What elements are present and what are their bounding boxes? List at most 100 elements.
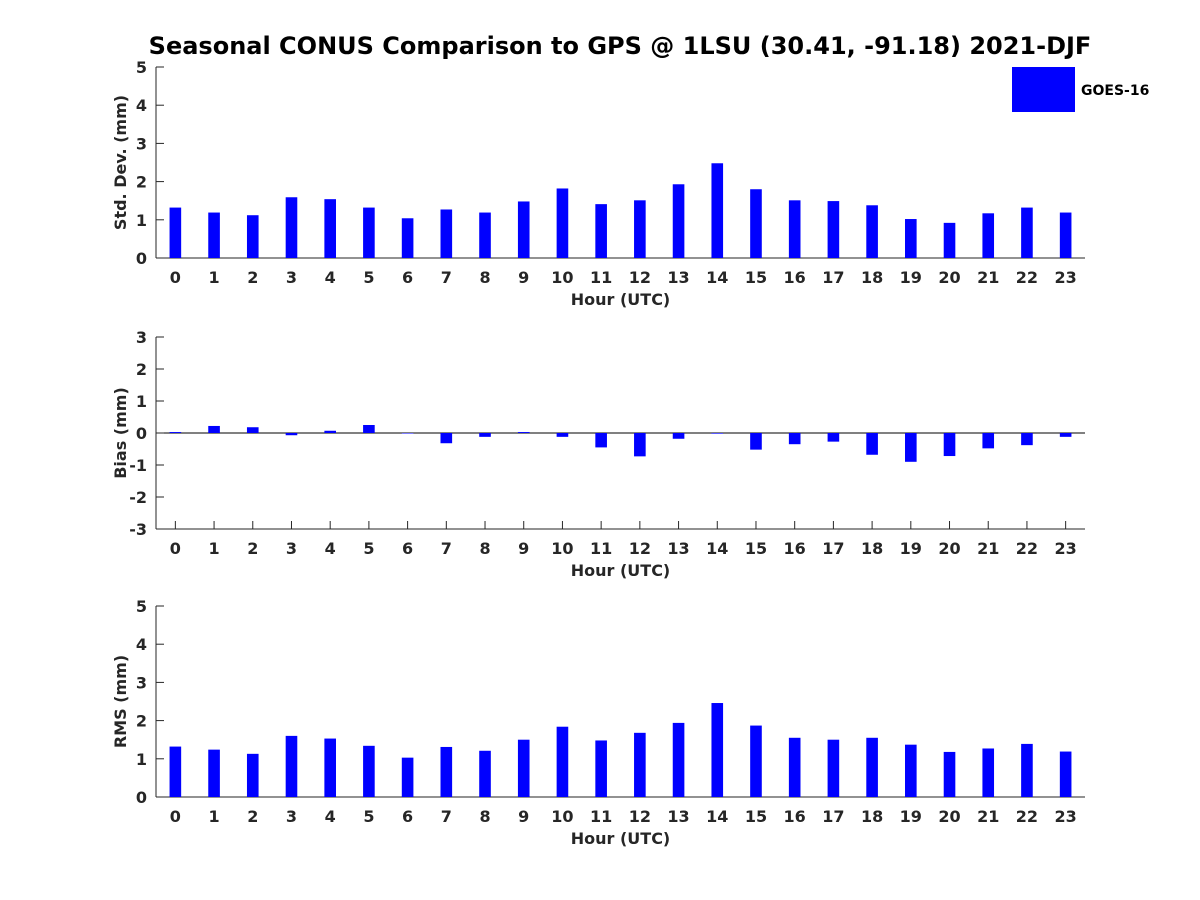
x-tick-label: 19 [900, 268, 922, 287]
bar-hour-1 [208, 212, 220, 258]
x-tick-label: 16 [784, 268, 806, 287]
x-tick-label: 15 [745, 539, 767, 558]
bar-hour-1 [208, 425, 220, 433]
bar-hour-4 [324, 430, 336, 433]
y-axis-label: Bias (mm) [111, 387, 130, 479]
bar-hour-11 [595, 204, 607, 258]
x-tick-label: 11 [590, 268, 612, 287]
bar-hour-2 [246, 215, 259, 258]
bar-hour-23 [1059, 433, 1072, 437]
bar-hour-18 [866, 433, 878, 455]
legend-label: GOES-16 [1081, 83, 1149, 99]
y-tick-label: 5 [136, 58, 147, 77]
x-tick-label: 10 [551, 268, 573, 287]
x-tick-label: 0 [170, 268, 181, 287]
x-tick-label: 22 [1016, 268, 1038, 287]
x-tick-label: 20 [938, 268, 960, 287]
y-tick-label: -3 [129, 520, 147, 539]
x-tick-label: 0 [170, 807, 181, 826]
bar-hour-2 [246, 427, 259, 433]
bar-hour-9 [517, 432, 530, 433]
x-tick-label: 21 [977, 807, 999, 826]
bar-hour-14 [711, 703, 724, 797]
x-tick-label: 13 [667, 807, 689, 826]
bar-hour-6 [401, 433, 414, 434]
bar-hour-16 [788, 737, 801, 797]
x-tick-label: 17 [822, 268, 844, 287]
x-tick-label: 1 [208, 539, 219, 558]
bar-hour-5 [363, 207, 375, 258]
x-tick-label: 14 [706, 539, 728, 558]
bar-hour-5 [363, 425, 375, 433]
bar-hour-16 [788, 200, 801, 258]
x-tick-label: 21 [977, 268, 999, 287]
bar-hour-19 [905, 219, 917, 258]
bar-hour-23 [1059, 751, 1072, 797]
x-axis-label: Hour (UTC) [571, 290, 671, 309]
x-tick-label: 4 [325, 539, 336, 558]
x-tick-label: 5 [363, 539, 374, 558]
bar-hour-17 [827, 201, 840, 258]
x-tick-label: 2 [247, 807, 258, 826]
y-tick-label: 2 [136, 173, 147, 192]
bar-hour-6 [401, 757, 414, 797]
bar-hour-22 [1021, 433, 1033, 446]
x-tick-label: 23 [1055, 268, 1077, 287]
x-tick-label: 2 [247, 539, 258, 558]
x-tick-label: 17 [822, 539, 844, 558]
y-tick-label: 2 [136, 360, 147, 379]
x-tick-label: 13 [667, 539, 689, 558]
x-tick-label: 6 [402, 539, 413, 558]
x-tick-label: 22 [1016, 807, 1038, 826]
bar-hour-3 [285, 197, 298, 258]
bar-hour-21 [982, 748, 995, 797]
x-tick-label: 14 [706, 807, 728, 826]
bar-hour-9 [517, 739, 530, 797]
bar-hour-17 [827, 739, 840, 797]
y-axis-label: Std. Dev. (mm) [111, 95, 130, 230]
x-tick-label: 19 [900, 539, 922, 558]
x-tick-label: 23 [1055, 807, 1077, 826]
bar-hour-6 [401, 218, 414, 258]
bar-hour-12 [634, 433, 646, 457]
x-tick-label: 6 [402, 807, 413, 826]
bar-hour-0 [169, 432, 182, 433]
x-tick-label: 15 [745, 807, 767, 826]
x-tick-label: 8 [479, 807, 490, 826]
x-tick-label: 9 [518, 539, 529, 558]
x-tick-label: 7 [441, 539, 452, 558]
x-tick-label: 16 [784, 807, 806, 826]
x-tick-label: 11 [590, 539, 612, 558]
x-tick-label: 9 [518, 268, 529, 287]
bar-hour-11 [595, 433, 607, 448]
bar-hour-4 [324, 738, 336, 797]
bar-hour-7 [440, 209, 453, 258]
bar-hour-20 [943, 433, 956, 457]
x-tick-label: 6 [402, 268, 413, 287]
bar-hour-10 [556, 188, 569, 258]
x-tick-label: 14 [706, 268, 728, 287]
bar-hour-8 [479, 750, 491, 797]
x-axis-label: Hour (UTC) [571, 561, 671, 580]
x-tick-label: 15 [745, 268, 767, 287]
y-tick-label: 5 [136, 597, 147, 616]
x-tick-label: 22 [1016, 539, 1038, 558]
bar-hour-10 [556, 433, 569, 437]
x-tick-label: 4 [325, 268, 336, 287]
y-tick-label: 2 [136, 712, 147, 731]
bar-hour-4 [324, 199, 336, 258]
bar-hour-2 [246, 753, 259, 797]
y-tick-label: 3 [136, 673, 147, 692]
bar-hour-15 [750, 433, 762, 450]
bar-hour-22 [1021, 207, 1033, 258]
y-tick-label: 4 [136, 635, 147, 654]
x-tick-label: 1 [208, 807, 219, 826]
x-tick-label: 10 [551, 539, 573, 558]
x-tick-label: 3 [286, 268, 297, 287]
x-tick-label: 18 [861, 268, 883, 287]
bar-hour-13 [672, 433, 685, 439]
bar-hour-17 [827, 433, 840, 442]
